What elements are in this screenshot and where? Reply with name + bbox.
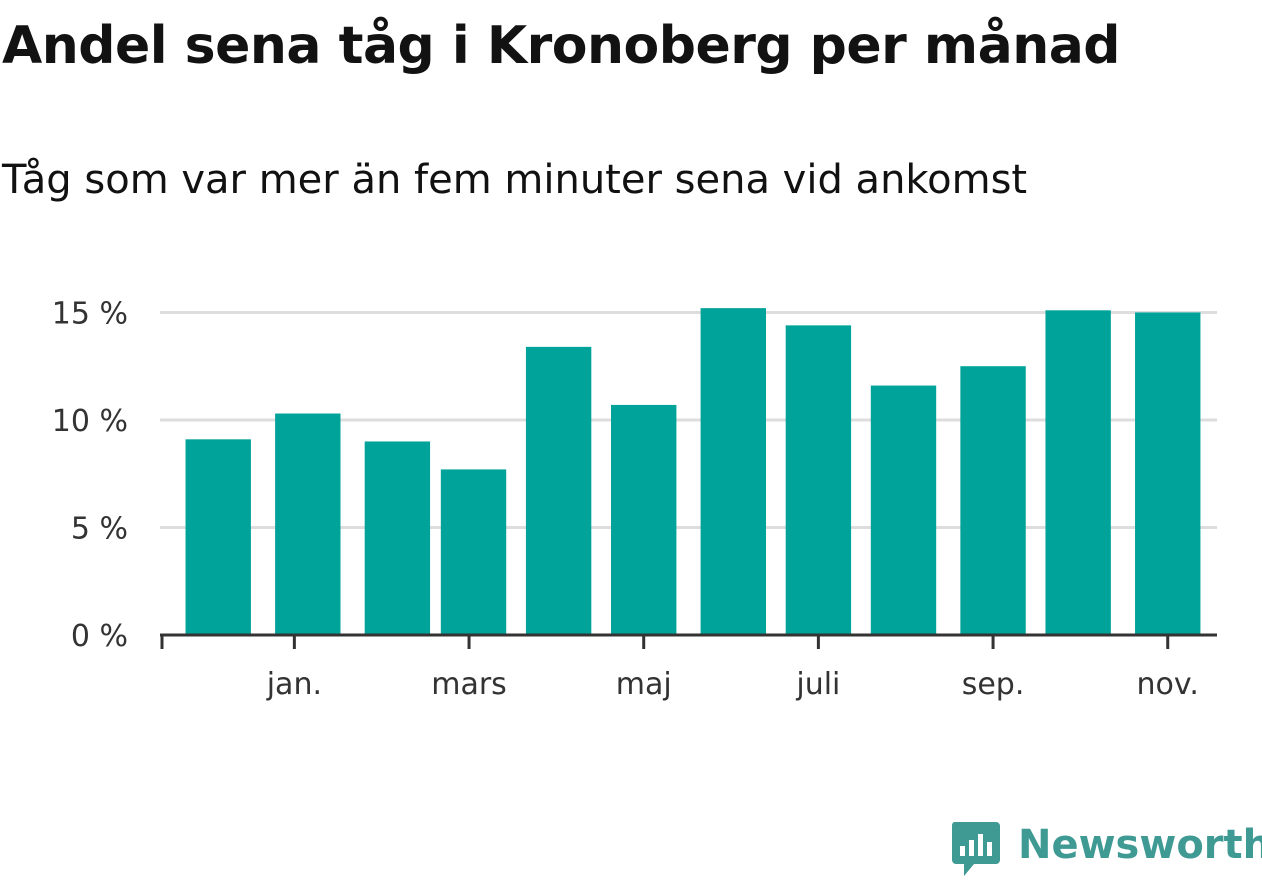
bar — [1045, 310, 1111, 635]
x-tick-label: juli — [795, 667, 840, 702]
newsworthy-logo-icon — [951, 822, 1000, 876]
bar — [185, 439, 251, 635]
bar — [1135, 312, 1201, 635]
y-tick-label: 10 % — [52, 404, 128, 439]
bar — [611, 404, 677, 635]
bar — [960, 366, 1026, 635]
bar — [870, 385, 937, 635]
bar — [440, 469, 507, 635]
bar — [364, 441, 431, 635]
x-tick-label: sep. — [962, 667, 1025, 702]
bar — [525, 346, 592, 635]
newsworthy-logo-text: Newsworthy — [1018, 822, 1262, 868]
chart-title: Andel sena tåg i Kronoberg per månad — [2, 16, 1121, 76]
bar — [785, 325, 852, 635]
x-tick-label: nov. — [1137, 667, 1199, 702]
x-axis — [160, 633, 1217, 649]
y-tick-label: 15 % — [52, 296, 128, 331]
axis-labels: 0 % 5 % 10 % 15 % jan. mars maj juli sep. nov. — [52, 296, 1199, 702]
y-tick-label: 5 % — [71, 511, 128, 546]
y-tick-label: 0 % — [71, 619, 128, 654]
x-tick-label: jan. — [266, 667, 322, 702]
bar — [275, 413, 341, 635]
x-tick-label: mars — [431, 667, 507, 702]
newsworthy-logo: Newsworthy — [950, 818, 1262, 878]
chart-subtitle: Tåg som var mer än fem minuter sena vid … — [2, 157, 1028, 203]
x-tick-label: maj — [616, 667, 672, 702]
bar — [700, 308, 766, 635]
bars — [185, 308, 1201, 635]
